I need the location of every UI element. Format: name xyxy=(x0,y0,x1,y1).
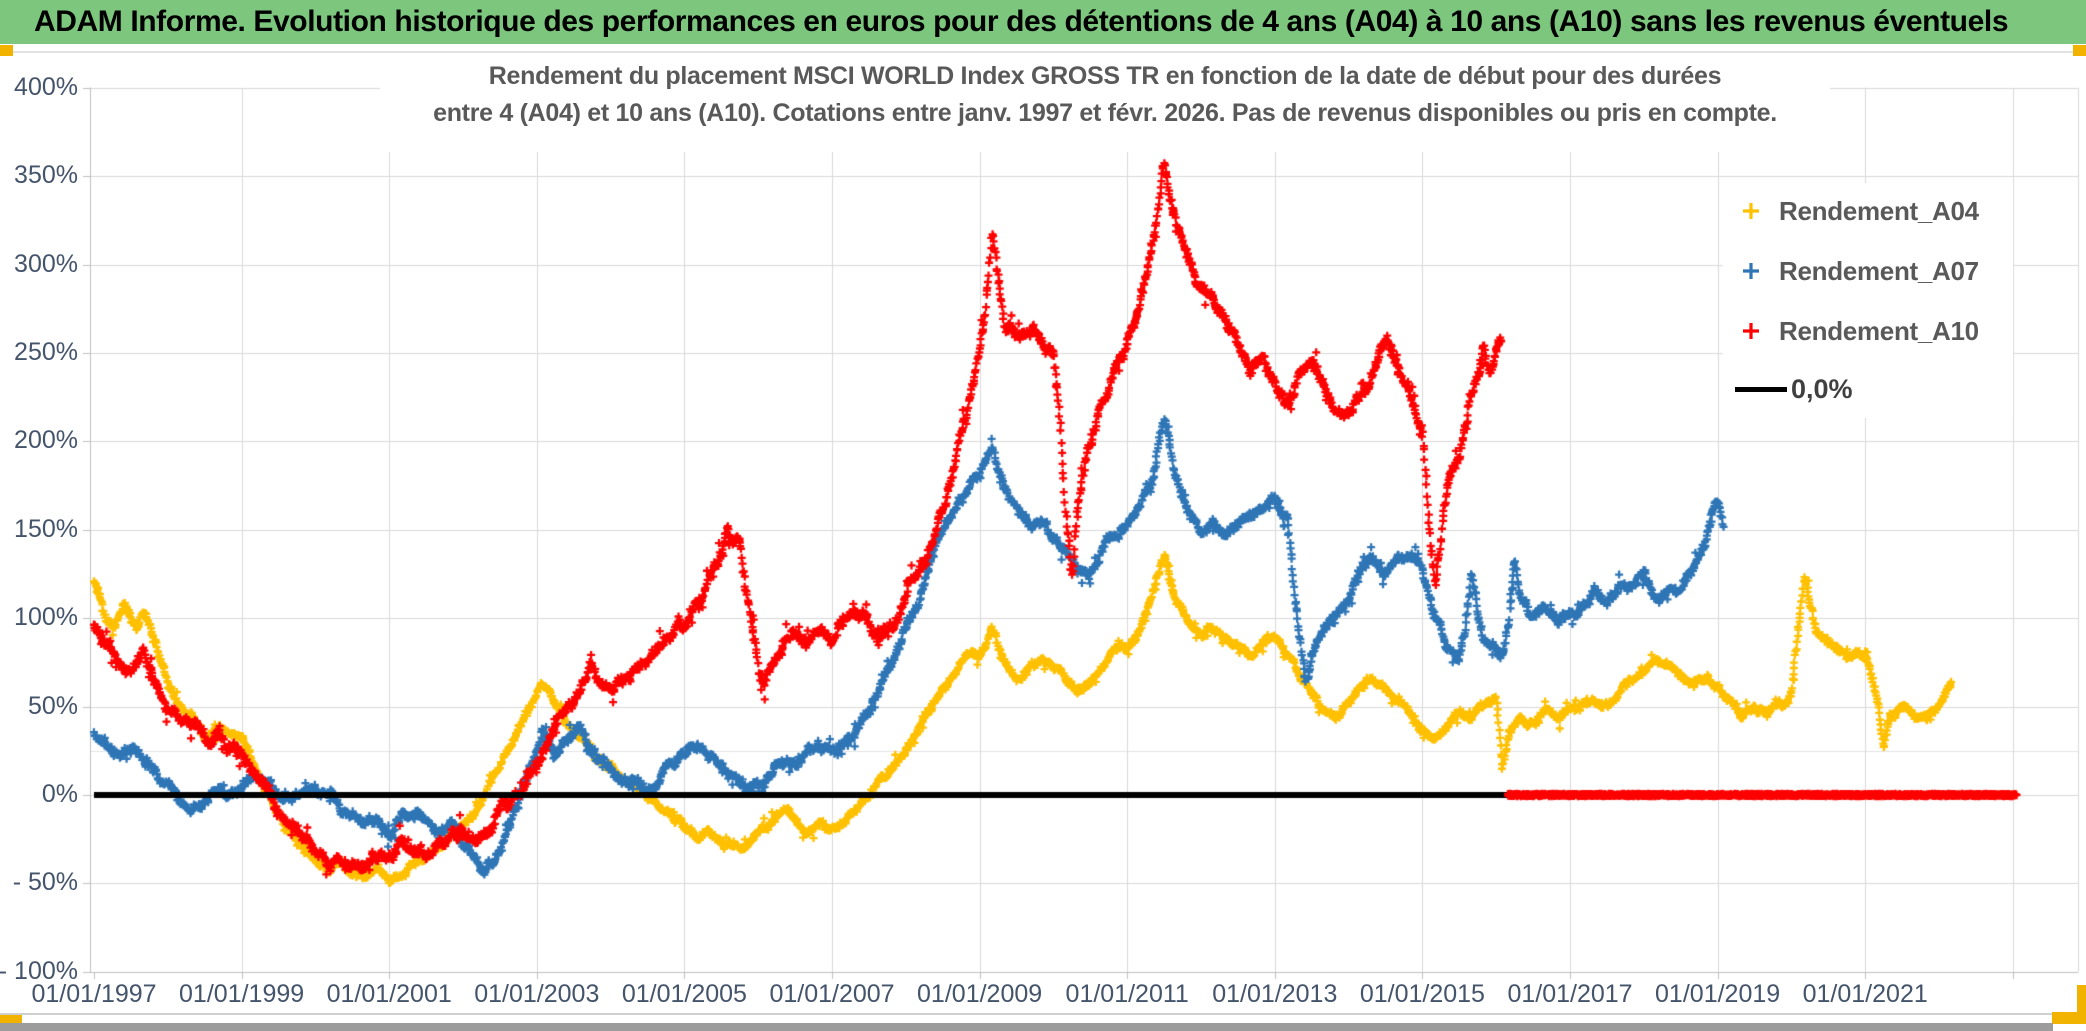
x-tick-label: 01/01/2011 xyxy=(1065,980,1189,1008)
y-tick-label: 150% xyxy=(14,514,78,543)
legend-item-rendement-a07[interactable]: Rendement_A07 xyxy=(1723,251,2013,291)
x-tick-label: 01/01/2003 xyxy=(474,980,600,1008)
gold-accent-bottom-left xyxy=(0,1015,22,1024)
legend-label: Rendement_A04 xyxy=(1779,195,1979,226)
plus-marker-icon xyxy=(1723,260,1779,282)
legend-item-rendement-a04[interactable]: Rendement_A04 xyxy=(1723,191,2013,231)
y-tick-label: 50% xyxy=(27,691,78,720)
x-tick-label: 01/01/2021 xyxy=(1802,980,1928,1008)
x-tick-label: 01/01/2009 xyxy=(917,980,1043,1008)
y-tick-label: 0% xyxy=(41,780,78,808)
y-tick-label: 100% xyxy=(14,603,78,632)
x-tick-label: 01/01/1997 xyxy=(31,980,157,1008)
legend-label: 0,0% xyxy=(1791,373,1853,404)
x-tick-label: 01/01/2015 xyxy=(1359,980,1485,1008)
y-tick-label: - 100% xyxy=(0,956,78,985)
x-tick-label: 01/01/2019 xyxy=(1655,980,1781,1008)
bottom-gray-band xyxy=(0,1023,2053,1031)
legend-item-0-0-[interactable]: 0,0% xyxy=(1723,369,2013,409)
y-tick-label: 200% xyxy=(14,426,78,455)
legend-label: Rendement_A07 xyxy=(1779,255,1979,286)
y-tick-label: 400% xyxy=(14,72,78,101)
chart-title: Rendement du placement MSCI WORLD Index … xyxy=(380,58,1830,152)
plus-marker-icon xyxy=(1723,320,1779,342)
chart-title-line1: Rendement du placement MSCI WORLD Index … xyxy=(488,62,1722,90)
bottom-rule xyxy=(0,1013,2086,1015)
legend-label: Rendement_A10 xyxy=(1779,315,1979,346)
y-tick-label: 250% xyxy=(14,338,78,366)
x-tick-label: 01/01/2017 xyxy=(1507,980,1633,1008)
zero-line-icon xyxy=(1735,386,1787,392)
x-tick-label: 01/01/2001 xyxy=(326,980,452,1008)
x-tick-label: 01/01/2007 xyxy=(769,980,895,1008)
plus-marker-icon xyxy=(1723,200,1779,222)
y-tick-label: 350% xyxy=(14,161,78,190)
gold-accent-right-stripe xyxy=(2077,985,2086,1024)
chart-legend[interactable]: Rendement_A04 Rendement_A07 Rendement_A10 0… xyxy=(1723,183,2013,418)
x-tick-label: 01/01/1999 xyxy=(179,980,305,1008)
x-tick-label: 01/01/2013 xyxy=(1212,980,1338,1008)
y-tick-label: - 50% xyxy=(12,868,78,897)
y-tick-label: 300% xyxy=(14,249,78,278)
x-tick-label: 01/01/2005 xyxy=(621,980,747,1008)
chart-title-line2: entre 4 (A04) et 10 ans (A10). Cotations… xyxy=(433,99,1777,127)
legend-item-rendement-a10[interactable]: Rendement_A10 xyxy=(1723,311,2013,351)
